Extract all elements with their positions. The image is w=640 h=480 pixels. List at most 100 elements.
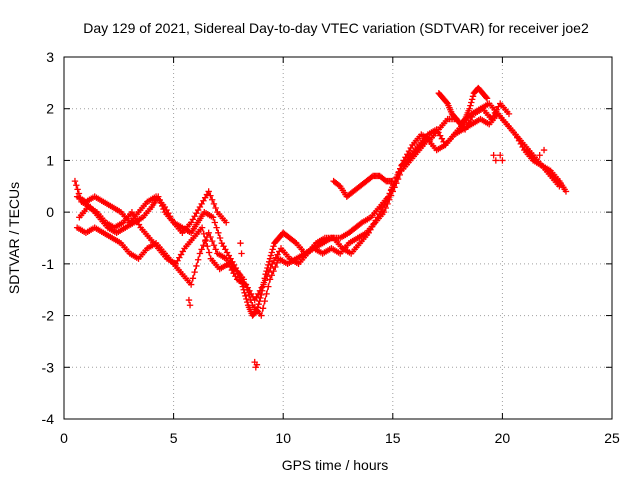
data-point bbox=[466, 105, 473, 112]
y-tick-label: -3 bbox=[42, 359, 55, 375]
data-point-interp bbox=[191, 268, 198, 276]
data-point-interp bbox=[269, 246, 276, 253]
data-point-interp bbox=[291, 238, 299, 246]
series-track-5 bbox=[330, 172, 396, 200]
series-track-3 bbox=[76, 100, 513, 304]
isolated-points bbox=[185, 146, 548, 371]
data-point-interp bbox=[210, 242, 218, 249]
data-point-interp bbox=[397, 165, 404, 172]
y-tick-label: 2 bbox=[46, 101, 54, 117]
data-point-interp bbox=[212, 246, 219, 253]
data-point bbox=[380, 208, 388, 216]
y-tick-label: -4 bbox=[42, 411, 55, 427]
data-point-interp bbox=[208, 196, 216, 203]
series-track-6 bbox=[435, 84, 491, 128]
data-point-interp bbox=[202, 236, 209, 244]
data-point bbox=[196, 250, 204, 257]
data-point-interp bbox=[243, 295, 250, 303]
data-point-interp bbox=[263, 290, 270, 298]
data-point-interp bbox=[268, 249, 276, 256]
x-tick-label: 15 bbox=[385, 430, 401, 446]
data-point bbox=[556, 183, 563, 190]
data-point-interp bbox=[255, 300, 262, 308]
data-point-interp bbox=[384, 194, 392, 201]
data-point bbox=[223, 219, 230, 226]
data-point-interp bbox=[207, 233, 214, 241]
data-point-interp bbox=[215, 229, 222, 237]
data-point-interp bbox=[270, 267, 277, 275]
data-point bbox=[258, 291, 265, 299]
y-tick-label: 1 bbox=[46, 152, 54, 168]
data-point-interp bbox=[208, 237, 216, 245]
y-tick-label: -1 bbox=[42, 256, 55, 272]
data-point-interp bbox=[267, 252, 275, 259]
data-point bbox=[505, 110, 513, 118]
data-point bbox=[483, 95, 491, 102]
data-point-interp bbox=[198, 246, 205, 253]
data-point-interp bbox=[193, 262, 200, 270]
data-point bbox=[258, 312, 265, 319]
data-point-interp bbox=[210, 200, 218, 208]
data-point-interp bbox=[200, 230, 208, 238]
data-point bbox=[266, 276, 274, 283]
data-point-interp bbox=[482, 94, 490, 101]
x-tick-label: 10 bbox=[275, 430, 291, 446]
data-point bbox=[71, 177, 79, 185]
data-point-interp bbox=[200, 242, 207, 249]
isolated-point bbox=[238, 250, 245, 257]
x-tick-label: 0 bbox=[60, 430, 68, 446]
series-track-2 bbox=[73, 110, 563, 319]
x-axis-label: GPS time / hours bbox=[282, 457, 389, 473]
data-point-interp bbox=[194, 256, 202, 263]
data-point bbox=[205, 229, 212, 237]
data-point bbox=[198, 224, 206, 231]
isolated-point bbox=[497, 152, 504, 159]
data-point-interp bbox=[189, 275, 197, 282]
data-point-interp bbox=[468, 99, 475, 106]
data-point bbox=[562, 188, 570, 195]
isolated-point bbox=[253, 361, 261, 368]
data-point-interp bbox=[204, 243, 211, 250]
data-point-interp bbox=[212, 204, 219, 212]
data-point bbox=[205, 188, 212, 195]
isolated-point bbox=[492, 157, 500, 164]
data-point-interp bbox=[386, 190, 393, 197]
data-point-interp bbox=[257, 294, 264, 302]
y-tick-label: 0 bbox=[46, 204, 54, 220]
isolated-point bbox=[540, 146, 548, 154]
isolated-point bbox=[499, 157, 506, 164]
y-tick-label: -2 bbox=[42, 308, 55, 324]
series-track-1 bbox=[71, 100, 570, 319]
x-tick-label: 20 bbox=[495, 430, 511, 446]
x-tick-label: 25 bbox=[604, 430, 620, 446]
chart-title: Day 129 of 2021, Sidereal Day-to-day VTE… bbox=[83, 20, 589, 36]
data-point-interp bbox=[74, 186, 81, 193]
data-point-interp bbox=[268, 272, 276, 279]
y-axis-label: SDTVAR / TECUs bbox=[6, 182, 22, 294]
data-point-interp bbox=[388, 186, 395, 193]
isolated-point bbox=[237, 239, 244, 247]
data-point-interp bbox=[73, 182, 80, 189]
data-point bbox=[260, 281, 267, 288]
data-point bbox=[383, 198, 390, 205]
data-point-interp bbox=[467, 102, 474, 109]
data-point bbox=[209, 214, 217, 221]
data-point-interp bbox=[270, 243, 277, 250]
data-series bbox=[71, 84, 570, 371]
data-point-interp bbox=[207, 192, 214, 199]
data-point-interp bbox=[263, 273, 271, 280]
grid bbox=[64, 57, 612, 419]
data-point bbox=[266, 255, 274, 262]
data-point-interp bbox=[393, 173, 400, 181]
plot-frame bbox=[63, 56, 613, 420]
data-point-interp bbox=[265, 283, 272, 290]
data-point-interp bbox=[398, 161, 406, 168]
data-point-interp bbox=[211, 219, 219, 226]
data-point-interp bbox=[469, 93, 477, 100]
data-point-interp bbox=[213, 224, 220, 231]
data-point-interp bbox=[267, 264, 274, 272]
data-point-interp bbox=[265, 268, 272, 276]
axis-ticks: 0 5 10 15 20 25 -4 -3 -2 -1 0 1 2 3 bbox=[42, 49, 620, 446]
series-track-4 bbox=[73, 188, 230, 237]
